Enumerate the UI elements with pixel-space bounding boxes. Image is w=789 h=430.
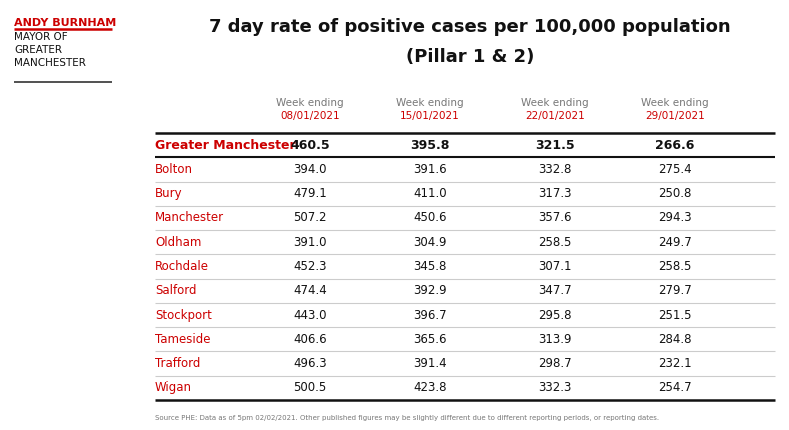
Text: 304.9: 304.9: [413, 236, 447, 249]
Text: 392.9: 392.9: [413, 284, 447, 297]
Text: 08/01/2021: 08/01/2021: [280, 111, 340, 121]
Text: 258.5: 258.5: [538, 236, 572, 249]
Text: ANDY BURNHAM: ANDY BURNHAM: [14, 18, 116, 28]
Text: Week ending: Week ending: [522, 98, 589, 108]
Text: 275.4: 275.4: [658, 163, 692, 176]
Text: 395.8: 395.8: [410, 138, 450, 152]
Text: Oldham: Oldham: [155, 236, 201, 249]
Text: Rochdale: Rochdale: [155, 260, 209, 273]
Text: Stockport: Stockport: [155, 309, 212, 322]
Text: Salford: Salford: [155, 284, 196, 297]
Text: 347.7: 347.7: [538, 284, 572, 297]
Text: Wigan: Wigan: [155, 381, 192, 394]
Text: Bolton: Bolton: [155, 163, 193, 176]
Text: Greater Manchester: Greater Manchester: [155, 138, 296, 152]
Text: 391.0: 391.0: [294, 236, 327, 249]
Text: Week ending: Week ending: [641, 98, 709, 108]
Text: Manchester: Manchester: [155, 212, 224, 224]
Text: 15/01/2021: 15/01/2021: [400, 111, 460, 121]
Text: Source PHE: Data as of 5pm 02/02/2021. Other published figures may be slightly d: Source PHE: Data as of 5pm 02/02/2021. O…: [155, 415, 659, 421]
Text: Trafford: Trafford: [155, 357, 200, 370]
Text: 411.0: 411.0: [413, 187, 447, 200]
Text: 313.9: 313.9: [538, 333, 572, 346]
Text: 266.6: 266.6: [656, 138, 694, 152]
Text: 258.5: 258.5: [658, 260, 692, 273]
Text: 391.4: 391.4: [413, 357, 447, 370]
Text: 365.6: 365.6: [413, 333, 447, 346]
Text: 332.8: 332.8: [538, 163, 572, 176]
Text: 332.3: 332.3: [538, 381, 572, 394]
Text: 396.7: 396.7: [413, 309, 447, 322]
Text: 391.6: 391.6: [413, 163, 447, 176]
Text: 507.2: 507.2: [294, 212, 327, 224]
Text: 307.1: 307.1: [538, 260, 572, 273]
Text: 357.6: 357.6: [538, 212, 572, 224]
Text: 279.7: 279.7: [658, 284, 692, 297]
Text: MAYOR OF
GREATER
MANCHESTER: MAYOR OF GREATER MANCHESTER: [14, 32, 86, 68]
Text: 294.3: 294.3: [658, 212, 692, 224]
Text: 295.8: 295.8: [538, 309, 572, 322]
Text: 452.3: 452.3: [294, 260, 327, 273]
Text: 460.5: 460.5: [290, 138, 330, 152]
Text: 298.7: 298.7: [538, 357, 572, 370]
Text: 479.1: 479.1: [294, 187, 327, 200]
Text: 317.3: 317.3: [538, 187, 572, 200]
Text: 443.0: 443.0: [294, 309, 327, 322]
Text: 22/01/2021: 22/01/2021: [525, 111, 585, 121]
Text: 284.8: 284.8: [658, 333, 692, 346]
Text: 496.3: 496.3: [294, 357, 327, 370]
Text: 249.7: 249.7: [658, 236, 692, 249]
Text: 321.5: 321.5: [535, 138, 575, 152]
Text: Tameside: Tameside: [155, 333, 211, 346]
Text: 394.0: 394.0: [294, 163, 327, 176]
Text: 251.5: 251.5: [658, 309, 692, 322]
Text: 232.1: 232.1: [658, 357, 692, 370]
Text: 345.8: 345.8: [413, 260, 447, 273]
Text: 406.6: 406.6: [294, 333, 327, 346]
Text: (Pillar 1 & 2): (Pillar 1 & 2): [406, 48, 534, 66]
Text: 7 day rate of positive cases per 100,000 population: 7 day rate of positive cases per 100,000…: [209, 18, 731, 36]
Text: 500.5: 500.5: [294, 381, 327, 394]
Text: 254.7: 254.7: [658, 381, 692, 394]
Text: Bury: Bury: [155, 187, 182, 200]
Text: Week ending: Week ending: [276, 98, 344, 108]
Text: 29/01/2021: 29/01/2021: [645, 111, 705, 121]
Text: 423.8: 423.8: [413, 381, 447, 394]
Text: 450.6: 450.6: [413, 212, 447, 224]
Text: Week ending: Week ending: [396, 98, 464, 108]
Text: 474.4: 474.4: [294, 284, 327, 297]
Text: 250.8: 250.8: [658, 187, 692, 200]
